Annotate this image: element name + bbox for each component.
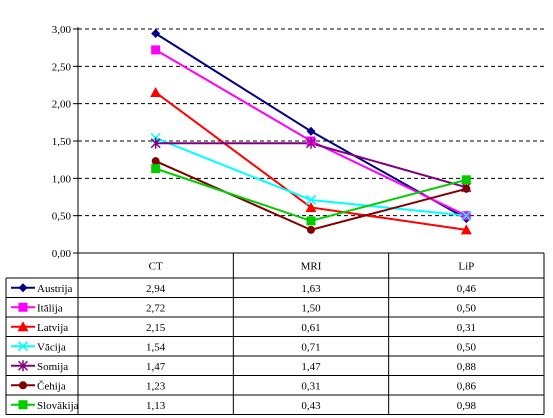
legend-label: Vācija xyxy=(37,341,66,353)
data-label: 1,54 xyxy=(146,341,166,353)
data-label: 1,50 xyxy=(301,302,321,314)
data-point xyxy=(151,28,161,38)
data-label: 0,71 xyxy=(301,341,320,353)
data-point xyxy=(305,201,317,212)
legend-label: Somija xyxy=(37,361,68,373)
data-table: CT MRI LiP Austrija 2,94 1,63 0,46 Itālija 2,72 1… xyxy=(5,252,545,415)
data-point xyxy=(150,86,162,97)
data-point xyxy=(461,175,471,185)
data-label: 1,13 xyxy=(146,400,166,412)
data-label: 0,98 xyxy=(457,400,477,412)
legend-marker xyxy=(18,400,28,410)
data-label: 1,23 xyxy=(146,380,166,392)
y-tick-label: 0,00 xyxy=(52,248,72,260)
data-point xyxy=(306,216,316,226)
data-label: 0,88 xyxy=(457,361,477,373)
legend-label: Latvija xyxy=(37,322,68,334)
data-label: 0,50 xyxy=(457,302,477,314)
legend-marker xyxy=(17,341,29,352)
category-label: MRI xyxy=(301,261,322,273)
data-point xyxy=(151,157,160,166)
category-label: LiP xyxy=(458,261,474,273)
data-label: 0,31 xyxy=(457,322,476,334)
legend-marker xyxy=(17,321,29,332)
data-point xyxy=(307,225,315,234)
legend-label: Itālija xyxy=(37,302,63,314)
gridlines xyxy=(78,28,544,217)
series-markers xyxy=(150,28,472,235)
data-point xyxy=(305,137,317,149)
y-tick-label: 2,50 xyxy=(52,61,72,73)
y-tick-labels: 0,00 0,50 1,00 1,50 2,00 2,50 3,00 xyxy=(52,24,72,260)
data-label: 0,50 xyxy=(457,341,477,353)
data-label: 2,72 xyxy=(146,302,165,314)
data-label: 0,86 xyxy=(457,380,477,392)
data-label: 1,47 xyxy=(146,361,166,373)
data-point xyxy=(460,224,472,235)
y-tick-label: 3,00 xyxy=(52,24,72,36)
data-label: 1,47 xyxy=(301,361,321,373)
legend-marker xyxy=(17,360,29,372)
data-label: 2,94 xyxy=(146,283,166,295)
legend-label: Čehija xyxy=(37,380,66,392)
y-tick-label: 0,50 xyxy=(52,211,72,223)
data-label: 0,31 xyxy=(301,380,320,392)
legend-label: Austrija xyxy=(37,283,73,295)
data-point xyxy=(306,126,316,136)
data-point xyxy=(151,164,161,174)
data-label: 0,61 xyxy=(301,322,320,334)
legend-marker xyxy=(19,381,27,390)
data-point xyxy=(305,194,317,206)
data-point xyxy=(462,184,471,193)
legend-marker xyxy=(18,302,28,312)
category-label: CT xyxy=(149,261,163,273)
data-label: 2,15 xyxy=(146,322,166,334)
y-tick-label: 1,50 xyxy=(52,136,72,148)
series-line-Slovākija xyxy=(155,167,467,222)
y-tick-label: 1,00 xyxy=(52,173,72,185)
y-tick-label: 2,00 xyxy=(52,99,72,111)
data-label: 1,63 xyxy=(301,283,321,295)
data-point xyxy=(461,210,472,221)
data-point xyxy=(150,137,161,149)
data-point xyxy=(151,45,161,55)
legend-label: Slovākija xyxy=(37,400,79,412)
data-label: 0,43 xyxy=(301,400,321,412)
axes xyxy=(73,27,79,254)
data-label: 0,46 xyxy=(457,283,477,295)
legend-marker xyxy=(18,283,28,293)
